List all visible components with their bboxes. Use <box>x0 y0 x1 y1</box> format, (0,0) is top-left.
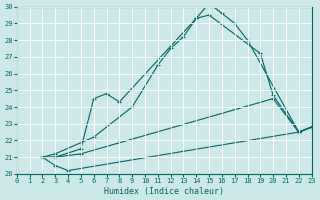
X-axis label: Humidex (Indice chaleur): Humidex (Indice chaleur) <box>104 187 224 196</box>
